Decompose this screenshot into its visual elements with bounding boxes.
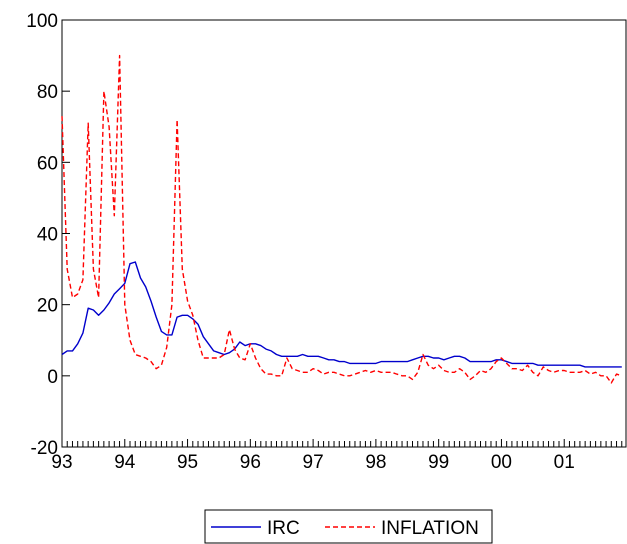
x-tick-label: 00 bbox=[491, 452, 512, 473]
y-tick-label: 0 bbox=[47, 367, 58, 388]
axes: -20 0 20 40 60 80 100 93 94 95 96 97 98 99 00 01 bbox=[26, 11, 623, 473]
x-tick-label: 93 bbox=[51, 452, 72, 473]
x-tick-label: 98 bbox=[365, 452, 386, 473]
x-tick-label: 95 bbox=[177, 452, 198, 473]
series-lines bbox=[61, 54, 623, 384]
y-tick-label: 100 bbox=[26, 11, 58, 32]
x-tick-label: 01 bbox=[554, 452, 575, 473]
y-tick-label: 40 bbox=[37, 225, 58, 246]
y-tick-label: 80 bbox=[37, 82, 58, 103]
legend-label-irc: IRC bbox=[267, 518, 300, 539]
series-line-inflation bbox=[61, 54, 623, 384]
x-tick-label: 94 bbox=[114, 452, 136, 473]
x-tick-label: 97 bbox=[303, 452, 324, 473]
x-tick-label: 99 bbox=[428, 452, 449, 473]
y-tick-label: 60 bbox=[37, 153, 58, 174]
y-tick-label: -20 bbox=[31, 438, 58, 459]
legend-label-inflation: INFLATION bbox=[381, 518, 479, 539]
legend: IRC INFLATION bbox=[204, 509, 493, 544]
y-tick-label: 20 bbox=[37, 296, 58, 317]
series-line-irc bbox=[61, 261, 622, 368]
x-tick-label: 96 bbox=[240, 452, 261, 473]
